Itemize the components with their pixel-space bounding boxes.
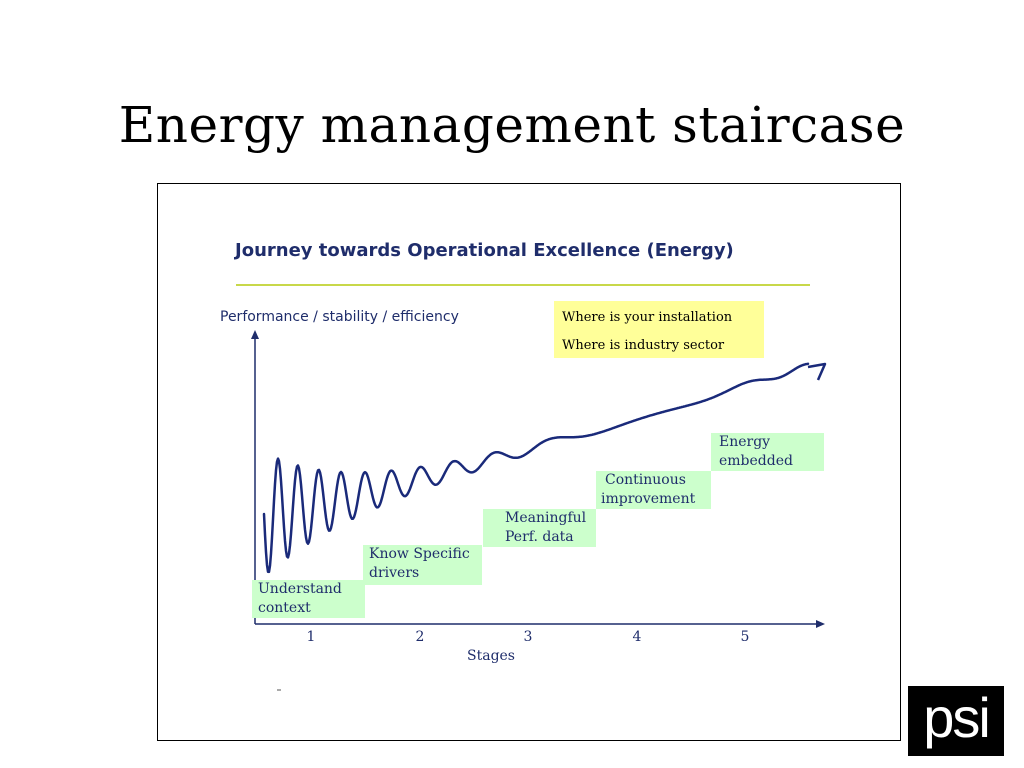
psi-logo: psi bbox=[908, 686, 1004, 756]
step-stage-2: Know Specific drivers bbox=[363, 545, 482, 585]
step-3-line2: Perf. data bbox=[505, 529, 574, 545]
diagram-title: Journey towards Operational Excellence (… bbox=[235, 240, 734, 261]
step-1-line1: Understand bbox=[258, 581, 342, 597]
x-axis-label: Stages bbox=[467, 648, 515, 664]
x-tick-5: 5 bbox=[740, 629, 750, 645]
x-tick-3: 3 bbox=[523, 629, 533, 645]
slide-title: Energy management staircase bbox=[118, 96, 906, 154]
y-axis-label: Performance / stability / efficiency bbox=[220, 309, 459, 325]
legend-line-installation: Where is your installation bbox=[562, 310, 733, 325]
x-tick-4: 4 bbox=[632, 629, 642, 645]
step-stage-1: Understand context bbox=[252, 580, 365, 618]
step-2-line2: drivers bbox=[369, 565, 420, 581]
step-1-line2: context bbox=[258, 600, 311, 616]
step-2-line1: Know Specific bbox=[369, 546, 470, 562]
x-tick-2: 2 bbox=[415, 629, 425, 645]
step-stage-3: Meaningful Perf. data bbox=[483, 509, 596, 547]
step-3-line1: Meaningful bbox=[505, 510, 587, 526]
journey-arrowhead bbox=[807, 362, 827, 381]
step-stage-5: Energy embedded bbox=[711, 433, 824, 471]
psi-logo-text: psi bbox=[923, 686, 991, 749]
journey-curve bbox=[262, 362, 810, 574]
diagram-frame: Journey towards Operational Excellence (… bbox=[157, 183, 901, 741]
x-tick-1: 1 bbox=[306, 629, 316, 645]
x-axis-arrowhead bbox=[816, 620, 825, 628]
step-stage-4: Continuous improvement bbox=[596, 471, 711, 509]
legend-line-industry: Where is industry sector bbox=[562, 338, 725, 353]
step-5-line2: embedded bbox=[719, 453, 793, 469]
step-4-line1: Continuous bbox=[605, 472, 686, 488]
legend-box: Where is your installation Where is indu… bbox=[554, 301, 764, 358]
staircase-diagram bbox=[236, 284, 827, 691]
step-5-line1: Energy bbox=[719, 434, 771, 450]
y-axis-arrowhead bbox=[251, 330, 259, 339]
step-4-line2: improvement bbox=[601, 491, 696, 507]
